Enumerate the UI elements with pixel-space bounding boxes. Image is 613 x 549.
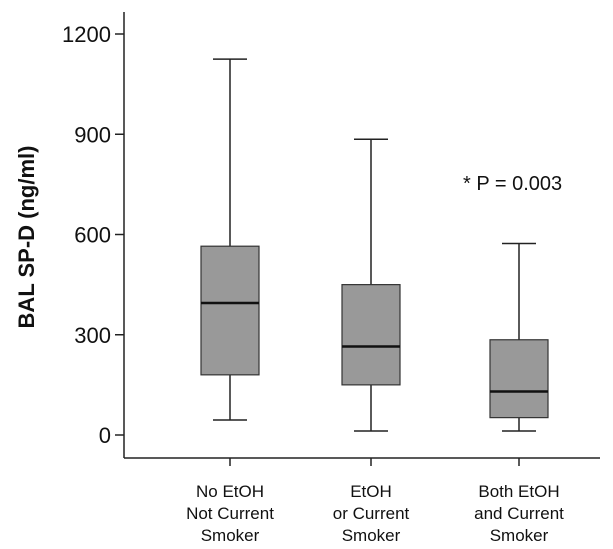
- x-category-label: EtOH or Current Smoker: [333, 482, 410, 545]
- box-group: [200, 58, 260, 421]
- iqr-box: [489, 339, 549, 419]
- axes: [115, 12, 600, 466]
- x-category-label-line: Smoker: [201, 526, 260, 545]
- y-tick-label: 0: [99, 423, 111, 448]
- x-category-label-line: EtOH: [350, 482, 392, 501]
- x-category-label: No EtOH Not Current Smoker: [186, 482, 274, 545]
- x-category-label-line: and Current: [474, 504, 564, 523]
- y-axis-title: BAL SP-D (ng/ml): [14, 146, 39, 329]
- x-category-label-line: Smoker: [490, 526, 549, 545]
- box-group: [341, 138, 401, 432]
- y-tick-label: 300: [74, 323, 111, 348]
- iqr-box: [341, 284, 401, 386]
- x-category-label: Both EtOH and Current Smoker: [474, 482, 564, 545]
- y-tick-label: 1200: [62, 22, 111, 47]
- x-category-label-line: Smoker: [342, 526, 401, 545]
- x-category-label-line: No EtOH: [196, 482, 264, 501]
- x-category-label-line: Not Current: [186, 504, 274, 523]
- p-value-annotation: * P = 0.003: [463, 173, 562, 195]
- y-tick-label: 600: [74, 223, 111, 248]
- y-tick-label: 900: [74, 122, 111, 147]
- x-category-label-line: or Current: [333, 504, 410, 523]
- x-category-label-line: Both EtOH: [478, 482, 559, 501]
- iqr-box: [200, 245, 260, 376]
- box-group: [489, 242, 549, 432]
- box-marks: [200, 58, 549, 432]
